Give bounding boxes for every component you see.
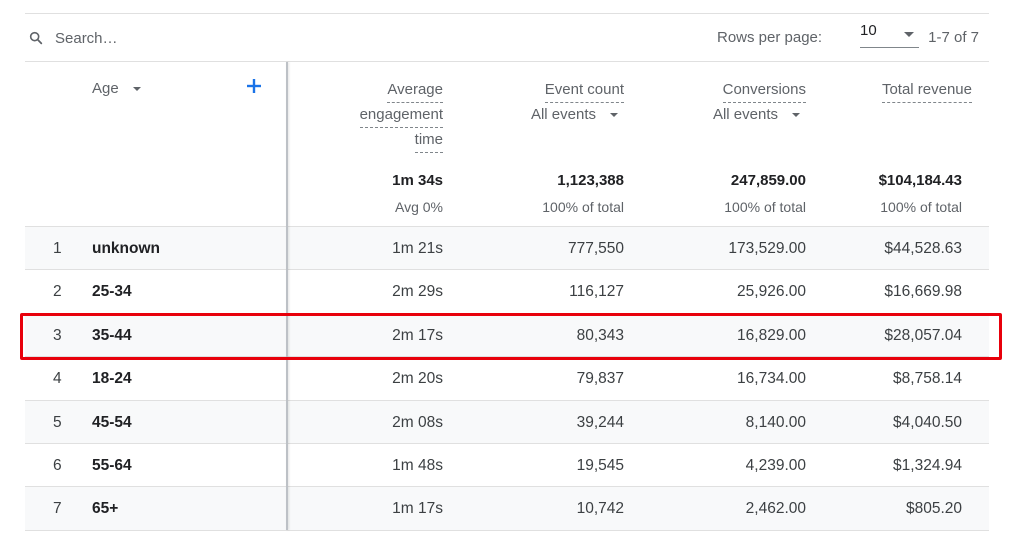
cell-conversions: 25,926.00 (737, 283, 806, 301)
cell-event-count: 777,550 (567, 240, 624, 257)
cell-conversions: 2,462.00 (745, 500, 806, 518)
caret-down-icon (792, 112, 800, 117)
table-toolbar: Rows per page: 10 1-7 of 7 (25, 14, 989, 61)
event-filter-label: All events (530, 106, 596, 123)
row-index: 7 (53, 500, 62, 518)
cell-conversions: 8,140.00 (745, 413, 806, 431)
plus-icon[interactable] (244, 76, 264, 96)
row-index: 1 (53, 240, 62, 257)
cell-avg-engagement-time: 1m 21s (392, 240, 443, 257)
cell-event-count: 116,127 (569, 283, 624, 301)
column-header-total-revenue[interactable]: Total revenue (832, 78, 972, 103)
table-row[interactable]: 4 18-24 2m 20s 79,837 16,734.00 $8,758.1… (25, 357, 989, 401)
cell-avg-engagement-time: 1m 17s (392, 500, 443, 518)
cell-avg-engagement-time: 1m 48s (392, 456, 443, 474)
cell-avg-engagement-time: 2m 20s (392, 370, 443, 388)
table-body: 1 unknown 1m 21s 777,550 173,529.00 $44,… (25, 227, 989, 531)
table-row[interactable]: 1 unknown 1m 21s 777,550 173,529.00 $44,… (25, 227, 989, 271)
cell-event-count: 39,244 (576, 413, 624, 431)
rows-per-page-value: 10 (860, 22, 877, 39)
table-row[interactable]: 3 35-44 2m 17s 80,343 16,829.00 $28,057.… (25, 313, 989, 358)
row-index: 4 (53, 370, 62, 388)
caret-down-icon (904, 32, 914, 37)
conversion-filter-dropdown[interactable]: All events (676, 103, 806, 126)
column-title-line: Total revenue (881, 78, 972, 103)
total-revenue: $104,184.43 (878, 172, 962, 189)
cell-total-revenue: $28,057.04 (884, 326, 962, 344)
table-row[interactable]: 2 25-34 2m 29s 116,127 25,926.00 $16,669… (25, 270, 989, 314)
column-header-avg-engagement-time[interactable]: Average engagement time (323, 78, 443, 153)
search-icon (29, 31, 43, 45)
cell-event-count: 10,742 (576, 500, 624, 518)
column-title-line: time (414, 128, 443, 153)
cell-event-count: 19,545 (576, 456, 624, 474)
column-title-line: Conversions (722, 78, 806, 103)
total-sub-revenue: 100% of total (880, 199, 962, 215)
row-index: 6 (53, 456, 62, 474)
total-sub-avg: Avg 0% (395, 199, 443, 215)
cell-total-revenue: $4,040.50 (893, 413, 962, 431)
totals-divider (25, 226, 989, 227)
header-divider (25, 61, 989, 62)
column-title-line: engagement (359, 103, 443, 128)
cell-avg-engagement-time: 2m 17s (392, 326, 443, 344)
table-row[interactable]: 6 55-64 1m 48s 19,545 4,239.00 $1,324.94 (25, 444, 989, 488)
column-title-line: Average (387, 78, 443, 103)
row-dimension[interactable]: unknown (92, 240, 161, 257)
column-header-conversions[interactable]: Conversions All events (676, 78, 806, 126)
cell-total-revenue: $16,669.98 (884, 283, 962, 301)
total-sub-event-count: 100% of total (542, 199, 624, 215)
top-divider (25, 13, 989, 14)
caret-down-icon (132, 86, 141, 91)
cell-total-revenue: $8,758.14 (893, 370, 962, 388)
row-index: 3 (53, 326, 62, 344)
total-conversions: 247,859.00 (730, 172, 806, 189)
caret-down-icon (610, 112, 618, 117)
cell-conversions: 16,829.00 (737, 326, 806, 344)
search-input[interactable] (55, 26, 355, 50)
cell-event-count: 79,837 (576, 370, 624, 388)
table-row[interactable]: 5 45-54 2m 08s 39,244 8,140.00 $4,040.50 (25, 400, 989, 444)
conversion-filter-label: All events (712, 106, 778, 123)
row-index: 5 (53, 413, 62, 431)
rows-per-page-select[interactable]: 10 (860, 20, 919, 48)
pagination-range: 1-7 of 7 (928, 29, 979, 46)
dimension-header-label: Age (92, 80, 119, 97)
cell-conversions: 16,734.00 (737, 370, 806, 388)
row-dimension[interactable]: 55-64 (92, 456, 132, 474)
total-event-count: 1,123,388 (557, 172, 624, 189)
cell-total-revenue: $805.20 (905, 500, 962, 518)
total-avg-engagement-time: 1m 34s (392, 172, 443, 189)
column-resize-divider[interactable] (286, 62, 288, 530)
cell-event-count: 80,343 (576, 326, 624, 344)
event-filter-dropdown[interactable]: All events (494, 103, 624, 126)
column-header-event-count[interactable]: Event count All events (494, 78, 624, 126)
row-dimension[interactable]: 25-34 (92, 283, 132, 301)
table-row[interactable]: 7 65+ 1m 17s 10,742 2,462.00 $805.20 (25, 487, 989, 531)
cell-avg-engagement-time: 2m 29s (392, 283, 443, 301)
cell-avg-engagement-time: 2m 08s (392, 413, 443, 431)
row-dimension[interactable]: 18-24 (92, 370, 132, 388)
rows-per-page-label: Rows per page: (717, 29, 823, 46)
row-dimension[interactable]: 45-54 (92, 413, 132, 431)
row-index: 2 (53, 283, 62, 301)
cell-conversions: 4,239.00 (745, 456, 806, 474)
cell-total-revenue: $1,324.94 (893, 456, 962, 474)
dimension-header-age[interactable]: Age (92, 80, 141, 97)
cell-conversions: 173,529.00 (728, 240, 806, 257)
row-dimension[interactable]: 65+ (92, 500, 119, 518)
cell-total-revenue: $44,528.63 (884, 240, 962, 257)
row-dimension[interactable]: 35-44 (92, 326, 132, 344)
total-sub-conversions: 100% of total (724, 199, 806, 215)
column-title-line: Event count (544, 78, 624, 103)
